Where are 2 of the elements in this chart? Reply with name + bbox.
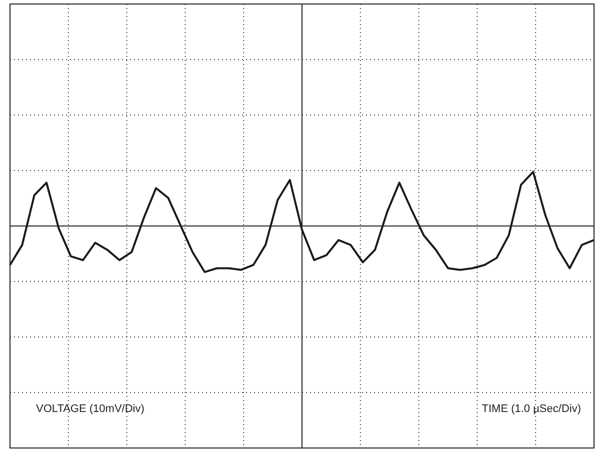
text: VOLTAGE (10mV/Div): [36, 403, 144, 415]
text: TIME (1.0 µSec/Div): [482, 403, 581, 415]
